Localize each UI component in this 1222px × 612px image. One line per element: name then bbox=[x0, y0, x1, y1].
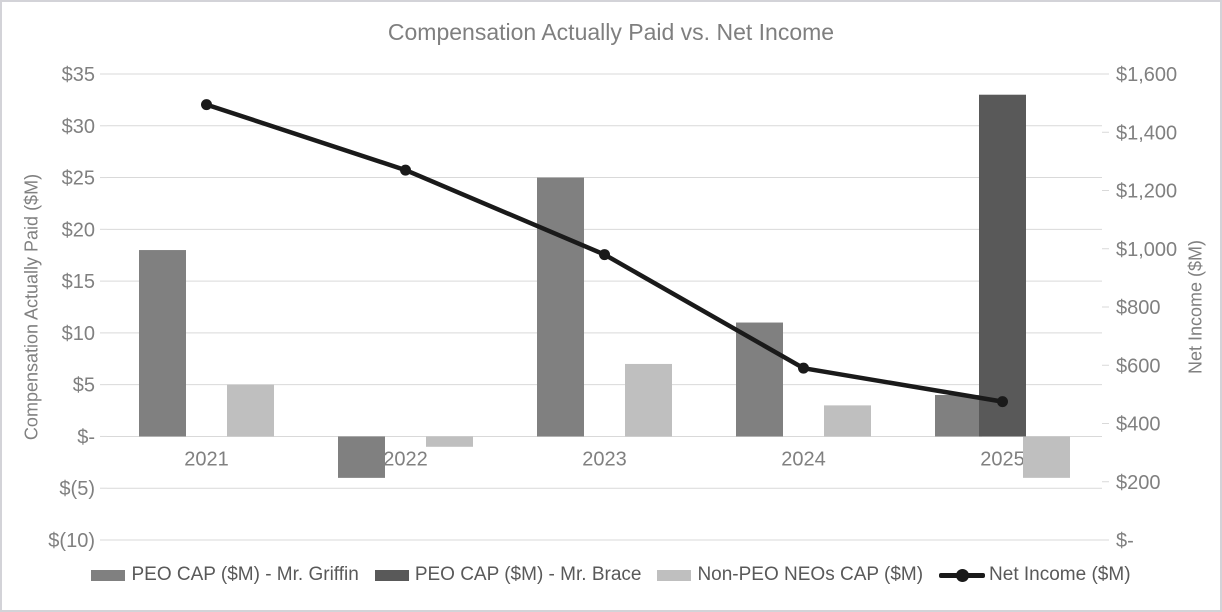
left-tick-label: $25 bbox=[62, 168, 95, 190]
x-axis-label: 2022 bbox=[383, 448, 428, 470]
bar-2025-series1 bbox=[979, 94, 1026, 437]
legend-item-net-income: Net Income ($M) bbox=[939, 564, 1131, 586]
right-tick-label: $1,200 bbox=[1116, 181, 1177, 203]
bar-2025-series2 bbox=[1023, 436, 1070, 478]
x-axis-label: 2024 bbox=[781, 448, 826, 470]
bar-2022-series2 bbox=[426, 436, 473, 447]
griffin-bar-swatch-icon bbox=[91, 569, 126, 581]
net-income-marker bbox=[798, 362, 809, 374]
left-tick-label: $(5) bbox=[59, 478, 95, 500]
left-tick-label: $35 bbox=[62, 64, 95, 86]
net-income-marker bbox=[997, 396, 1008, 408]
bar-2025-series0 bbox=[935, 395, 982, 437]
net-income-marker bbox=[400, 164, 411, 176]
legend-label-net-income: Net Income ($M) bbox=[989, 564, 1131, 585]
bar-2023-series0 bbox=[537, 177, 584, 437]
right-tick-label: $1,000 bbox=[1116, 239, 1177, 261]
legend-item-peo-cap-griffin: PEO CAP ($M) - Mr. Griffin bbox=[91, 564, 359, 586]
non-peo-bar-swatch-icon bbox=[657, 569, 692, 581]
right-tick-label: $- bbox=[1116, 530, 1134, 552]
net-income-line-swatch-icon bbox=[939, 568, 986, 582]
x-axis-label: 2023 bbox=[582, 448, 627, 470]
chart-legend: PEO CAP ($M) - Mr. Griffin PEO CAP ($M) … bbox=[2, 564, 1220, 586]
right-tick-label: $800 bbox=[1116, 297, 1161, 319]
legend-label-griffin: PEO CAP ($M) - Mr. Griffin bbox=[131, 564, 359, 585]
right-tick-label: $400 bbox=[1116, 414, 1161, 436]
left-tick-label: $30 bbox=[62, 116, 95, 138]
right-tick-label: $200 bbox=[1116, 472, 1161, 494]
legend-item-non-peo-neos: Non-PEO NEOs CAP ($M) bbox=[657, 564, 923, 586]
net-income-marker bbox=[599, 249, 610, 261]
bar-2024-series0 bbox=[736, 322, 783, 437]
net-income-marker bbox=[201, 99, 212, 111]
right-tick-label: $600 bbox=[1116, 355, 1161, 377]
left-tick-label: $5 bbox=[73, 375, 95, 397]
bar-2024-series2 bbox=[824, 405, 871, 437]
left-tick-label: $15 bbox=[62, 271, 95, 293]
left-tick-label: $- bbox=[77, 426, 95, 448]
left-tick-label: $20 bbox=[62, 219, 95, 241]
right-tick-label: $1,400 bbox=[1116, 122, 1177, 144]
left-tick-label: $(10) bbox=[48, 530, 95, 552]
brace-bar-swatch-icon bbox=[374, 569, 409, 581]
legend-item-peo-cap-brace: PEO CAP ($M) - Mr. Brace bbox=[374, 564, 642, 586]
legend-label-non-peo: Non-PEO NEOs CAP ($M) bbox=[697, 564, 924, 585]
x-axis-label: 2025 bbox=[980, 448, 1025, 470]
chart-title: Compensation Actually Paid vs. Net Incom… bbox=[387, 19, 835, 45]
legend-label-brace: PEO CAP ($M) - Mr. Brace bbox=[414, 564, 642, 585]
left-tick-label: $10 bbox=[62, 323, 95, 345]
bar-2021-series0 bbox=[139, 250, 186, 437]
x-axis-label: 2021 bbox=[184, 448, 229, 470]
bar-2023-series2 bbox=[625, 363, 672, 437]
bar-2021-series2 bbox=[227, 384, 274, 437]
bar-2022-series0 bbox=[338, 436, 385, 478]
right-tick-label: $1,600 bbox=[1116, 64, 1177, 86]
